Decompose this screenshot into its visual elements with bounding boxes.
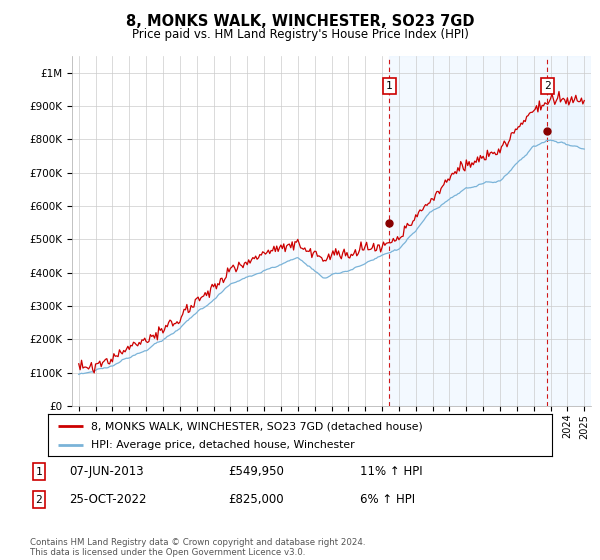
Text: HPI: Average price, detached house, Winchester: HPI: Average price, detached house, Winc… [91,440,355,450]
Text: 11% ↑ HPI: 11% ↑ HPI [360,465,422,478]
Text: 1: 1 [35,466,43,477]
Text: 8, MONKS WALK, WINCHESTER, SO23 7GD: 8, MONKS WALK, WINCHESTER, SO23 7GD [126,14,474,29]
Text: £549,950: £549,950 [228,465,284,478]
Text: 8, MONKS WALK, WINCHESTER, SO23 7GD (detached house): 8, MONKS WALK, WINCHESTER, SO23 7GD (det… [91,421,422,431]
Text: Contains HM Land Registry data © Crown copyright and database right 2024.
This d: Contains HM Land Registry data © Crown c… [30,538,365,557]
Text: Price paid vs. HM Land Registry's House Price Index (HPI): Price paid vs. HM Land Registry's House … [131,28,469,41]
Text: 2: 2 [35,494,43,505]
Text: 6% ↑ HPI: 6% ↑ HPI [360,493,415,506]
Text: 07-JUN-2013: 07-JUN-2013 [69,465,143,478]
Text: 2: 2 [544,81,551,91]
Text: 1: 1 [386,81,393,91]
Text: £825,000: £825,000 [228,493,284,506]
Bar [389,56,591,406]
Text: 25-OCT-2022: 25-OCT-2022 [69,493,146,506]
